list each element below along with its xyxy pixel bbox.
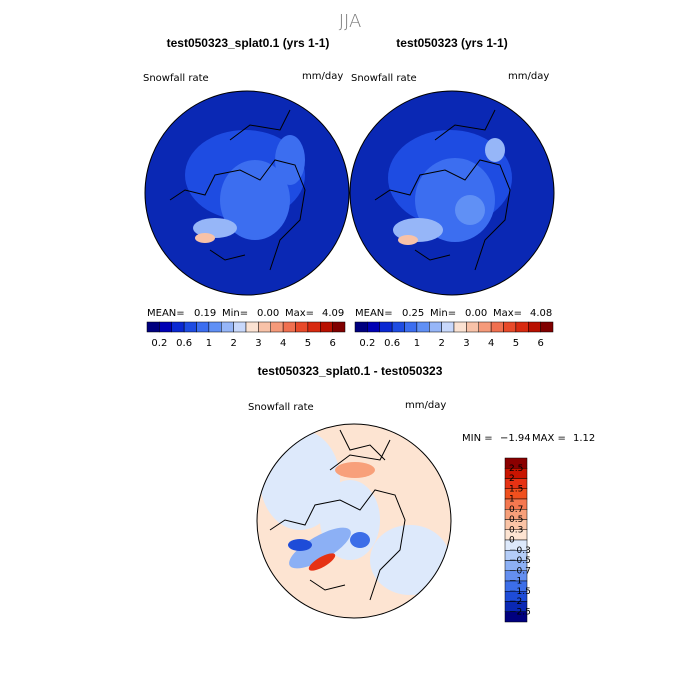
colorbar-label: 0.7 xyxy=(509,505,523,515)
stat-value: 4.09 xyxy=(322,308,344,319)
colorbar-label: 3 xyxy=(463,338,469,349)
colorbar-label: 0.6 xyxy=(176,338,192,349)
colorbar-box xyxy=(146,321,160,333)
colorbar-box xyxy=(478,321,492,333)
stat-value: 0.00 xyxy=(257,308,279,319)
colorbar-label: 0.2 xyxy=(359,338,375,349)
colorbar-label: 0.5 xyxy=(509,515,523,525)
colorbar-box xyxy=(528,321,541,333)
stat-label: Min= xyxy=(430,308,456,319)
colorbar-label: −0.7 xyxy=(509,566,531,576)
stat-label: MIN = xyxy=(462,433,493,444)
polar-map xyxy=(350,91,554,295)
units-label: mm/day xyxy=(508,71,549,82)
colorbar-label: 5 xyxy=(305,338,311,349)
colorbar-label: 2 xyxy=(509,474,515,484)
colorbar-label: 2.5 xyxy=(509,464,523,474)
colorbar-box xyxy=(404,321,418,333)
colorbar-label: 3 xyxy=(255,338,261,349)
colorbar-box xyxy=(379,321,393,333)
colorbar-box xyxy=(307,321,321,333)
figure-title: JJA xyxy=(339,11,362,32)
colorbar-box xyxy=(258,321,271,333)
colorbar-box xyxy=(490,321,504,333)
units-label: mm/day xyxy=(405,400,446,411)
stat-label: MAX = xyxy=(532,433,566,444)
panel-title: test050323_splat0.1 (yrs 1-1) xyxy=(167,36,330,50)
map-border xyxy=(349,90,555,296)
colorbar-label: 2 xyxy=(438,338,444,349)
colorbar-box xyxy=(221,321,234,333)
colorbar-label: 1 xyxy=(509,495,515,505)
colorbar-box xyxy=(332,321,346,333)
colorbar-box xyxy=(245,321,259,333)
stat-label: Max= xyxy=(493,308,522,319)
colorbar-box xyxy=(183,321,197,333)
colorbar-label: 1 xyxy=(206,338,212,349)
colorbar-box xyxy=(367,321,380,333)
colorbar-label: 1 xyxy=(414,338,420,349)
colorbar-label: 0.2 xyxy=(151,338,167,349)
colorbar-box xyxy=(159,321,172,333)
colorbar-box xyxy=(466,321,479,333)
stat-value: 1.12 xyxy=(573,433,595,444)
panel-title: test050323_splat0.1 - test050323 xyxy=(258,364,443,378)
colorbar-label: 6 xyxy=(329,338,335,349)
variable-label: Snowfall rate xyxy=(351,73,417,84)
colorbar-box xyxy=(208,321,222,333)
colorbar-label: 1.5 xyxy=(509,484,523,494)
stat-label: Min= xyxy=(222,308,248,319)
stat-value: 0.19 xyxy=(194,308,216,319)
stat-label: MEAN= xyxy=(147,308,185,319)
stat-value: 4.08 xyxy=(530,308,552,319)
colorbar-box xyxy=(354,321,368,333)
colorbar-label: 6 xyxy=(537,338,543,349)
colorbar-label: −1.5 xyxy=(509,587,531,597)
colorbar-label: −2 xyxy=(509,597,522,607)
colorbar-box xyxy=(429,321,442,333)
colorbar-box xyxy=(503,321,517,333)
colorbar-box xyxy=(515,321,529,333)
colorbar-box xyxy=(391,321,405,333)
variable-label: Snowfall rate xyxy=(248,402,314,413)
colorbar-box xyxy=(196,321,210,333)
colorbar-label: 2 xyxy=(230,338,236,349)
colorbar-box xyxy=(416,321,430,333)
colorbar-label: −0.5 xyxy=(509,556,531,566)
colorbar-label: 4 xyxy=(280,338,286,349)
stat-value: −1.94 xyxy=(500,433,531,444)
colorbar-box xyxy=(295,321,309,333)
map-border xyxy=(144,90,350,296)
stat-value: 0.25 xyxy=(402,308,424,319)
colorbar-label: −0.3 xyxy=(509,546,531,556)
colorbar-box xyxy=(540,321,554,333)
colorbar-box xyxy=(270,321,284,333)
panel-title: test050323 (yrs 1-1) xyxy=(396,36,507,50)
colorbar-box xyxy=(233,321,247,333)
polar-map xyxy=(257,424,451,618)
colorbar-box xyxy=(504,611,528,623)
colorbar-box xyxy=(320,321,333,333)
colorbar-label: 0 xyxy=(509,536,515,546)
colorbar-label: 4 xyxy=(488,338,494,349)
colorbar-label: 5 xyxy=(513,338,519,349)
colorbar-label: −2.5 xyxy=(509,607,531,617)
colorbar-box xyxy=(453,321,467,333)
map-border xyxy=(256,423,452,619)
colorbar-box xyxy=(441,321,455,333)
colorbar-label: −1 xyxy=(509,577,522,587)
colorbar-label: 0.6 xyxy=(384,338,400,349)
polar-map xyxy=(145,91,349,295)
colorbar-box xyxy=(171,321,185,333)
stat-label: MEAN= xyxy=(355,308,393,319)
stat-value: 0.00 xyxy=(465,308,487,319)
stat-label: Max= xyxy=(285,308,314,319)
units-label: mm/day xyxy=(302,71,343,82)
colorbar-label: 0.3 xyxy=(509,525,523,535)
variable-label: Snowfall rate xyxy=(143,73,209,84)
colorbar-box xyxy=(282,321,296,333)
